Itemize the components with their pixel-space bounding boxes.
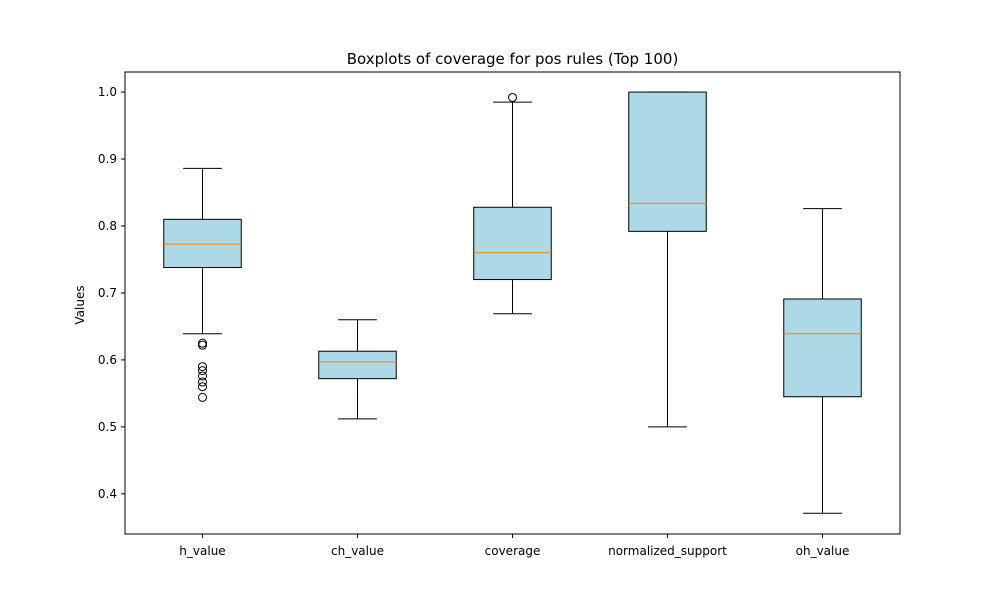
outlier-point <box>198 377 207 387</box>
iqr-box <box>318 350 397 380</box>
y-tick-label: 1.0 <box>98 85 117 99</box>
outlier-point <box>198 392 207 402</box>
iqr-box <box>628 91 707 232</box>
box-ch_value <box>318 319 397 420</box>
outlier-point <box>198 338 207 348</box>
iqr-box <box>783 298 862 398</box>
x-tick-label: coverage <box>485 544 541 558</box>
box-oh_value <box>783 208 862 514</box>
y-tick-label: 0.6 <box>98 353 117 367</box>
chart-title: Boxplots of coverage for pos rules (Top … <box>347 50 679 68</box>
y-tick-label: 0.8 <box>98 219 117 233</box>
x-tick-label: normalized_support <box>608 544 727 558</box>
y-axis-ticks: 0.4 0.5 0.6 0.7 0.8 0.9 1.0 <box>98 85 125 501</box>
iqr-box <box>163 218 242 269</box>
outlier-point <box>198 362 207 372</box>
outlier-point <box>198 366 207 376</box>
y-tick-label: 0.5 <box>98 420 117 434</box>
box-h_value <box>163 167 242 402</box>
x-tick-label: ch_value <box>331 544 384 558</box>
box-coverage <box>473 92 552 315</box>
y-tick-label: 0.4 <box>98 487 117 501</box>
y-tick-label: 0.7 <box>98 286 117 300</box>
outlier-point <box>198 382 207 392</box>
x-tick-label: h_value <box>179 544 225 558</box>
outlier-point <box>198 340 207 350</box>
plot-area-frame <box>124 71 901 535</box>
outlier-point <box>198 371 207 381</box>
y-axis-label: Values <box>73 285 87 324</box>
boxes-layer <box>163 91 862 514</box>
y-tick-label: 0.9 <box>98 152 117 166</box>
x-tick-label: oh_value <box>796 544 850 558</box>
x-axis-ticks: h_value ch_value coverage normalized_suppor… <box>179 534 849 558</box>
box-normalized_support <box>628 91 707 428</box>
iqr-box <box>473 206 552 281</box>
outlier-point <box>508 92 517 102</box>
